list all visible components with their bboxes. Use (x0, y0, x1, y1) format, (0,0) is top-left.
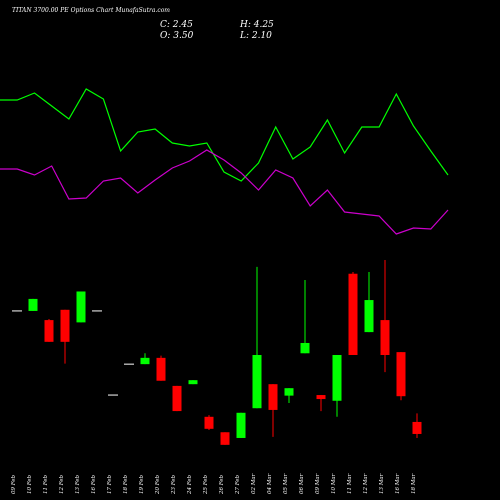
candle-body (156, 357, 166, 381)
candle-body (252, 354, 262, 409)
x-tick-label: 13 Mar (379, 473, 385, 494)
candle-body (348, 273, 358, 355)
x-tick-label: 11 Mar (347, 473, 353, 494)
candle-body (412, 421, 422, 434)
x-tick-label: 12 Mar (363, 473, 369, 494)
candle-body (172, 385, 182, 412)
indicator-line (0, 149, 449, 235)
candle-body (300, 342, 310, 354)
candle-body (284, 388, 294, 396)
x-tick-label: 18 Mar (411, 473, 417, 494)
candle-body (380, 320, 390, 355)
candle-body (76, 291, 86, 323)
x-tick-label: 06 Mar (299, 473, 305, 494)
x-tick-label: 24 Feb (187, 474, 193, 495)
close-label: C: 2.45 (160, 20, 193, 30)
candle-body (44, 320, 54, 342)
x-tick-label: 26 Feb (219, 474, 225, 495)
candle-body (332, 354, 342, 401)
x-tick-label: 19 Feb (139, 474, 145, 494)
open-label: O: 3.50 (160, 31, 194, 41)
candle-body (236, 412, 246, 438)
x-tick-label: 09 Mar (315, 473, 321, 494)
low-label: L: 2.10 (239, 31, 272, 41)
x-tick-label: 23 Feb (171, 474, 177, 495)
x-tick-label: 11 Feb (43, 474, 49, 494)
x-tick-label: 05 Mar (283, 473, 289, 494)
x-tick-label: 27 Feb (235, 474, 241, 495)
x-tick-label: 02 Mar (251, 473, 257, 494)
candle-body (188, 380, 198, 385)
x-tick-label: 25 Feb (203, 474, 209, 495)
x-tick-label: 16 Feb (91, 474, 97, 494)
x-tick-label: 17 Feb (107, 474, 113, 494)
candle-body (316, 395, 326, 400)
x-tick-label: 20 Feb (155, 474, 161, 495)
x-tick-label: 16 Mar (395, 473, 401, 494)
high-label: H: 4.25 (239, 20, 274, 30)
chart-title: TITAN 3700.00 PE Options Chart MunafaSut… (12, 7, 170, 14)
candle-body (220, 432, 230, 445)
candle-body (60, 309, 70, 342)
x-tick-label: 04 Mar (267, 473, 273, 494)
x-tick-label: 12 Feb (59, 474, 65, 494)
candle-body (268, 384, 278, 410)
x-tick-label: 10 Mar (331, 473, 337, 494)
x-tick-label: 13 Feb (75, 474, 81, 494)
candle-body (140, 357, 150, 365)
indicator-line (0, 88, 449, 182)
candle-body (364, 300, 374, 333)
candle-body (204, 416, 214, 429)
candle-body (28, 298, 38, 311)
x-tick-label: 18 Feb (123, 474, 129, 494)
x-tick-label: 09 Feb (11, 474, 17, 494)
x-tick-label: 10 Feb (27, 474, 33, 494)
candle-body (396, 352, 406, 397)
